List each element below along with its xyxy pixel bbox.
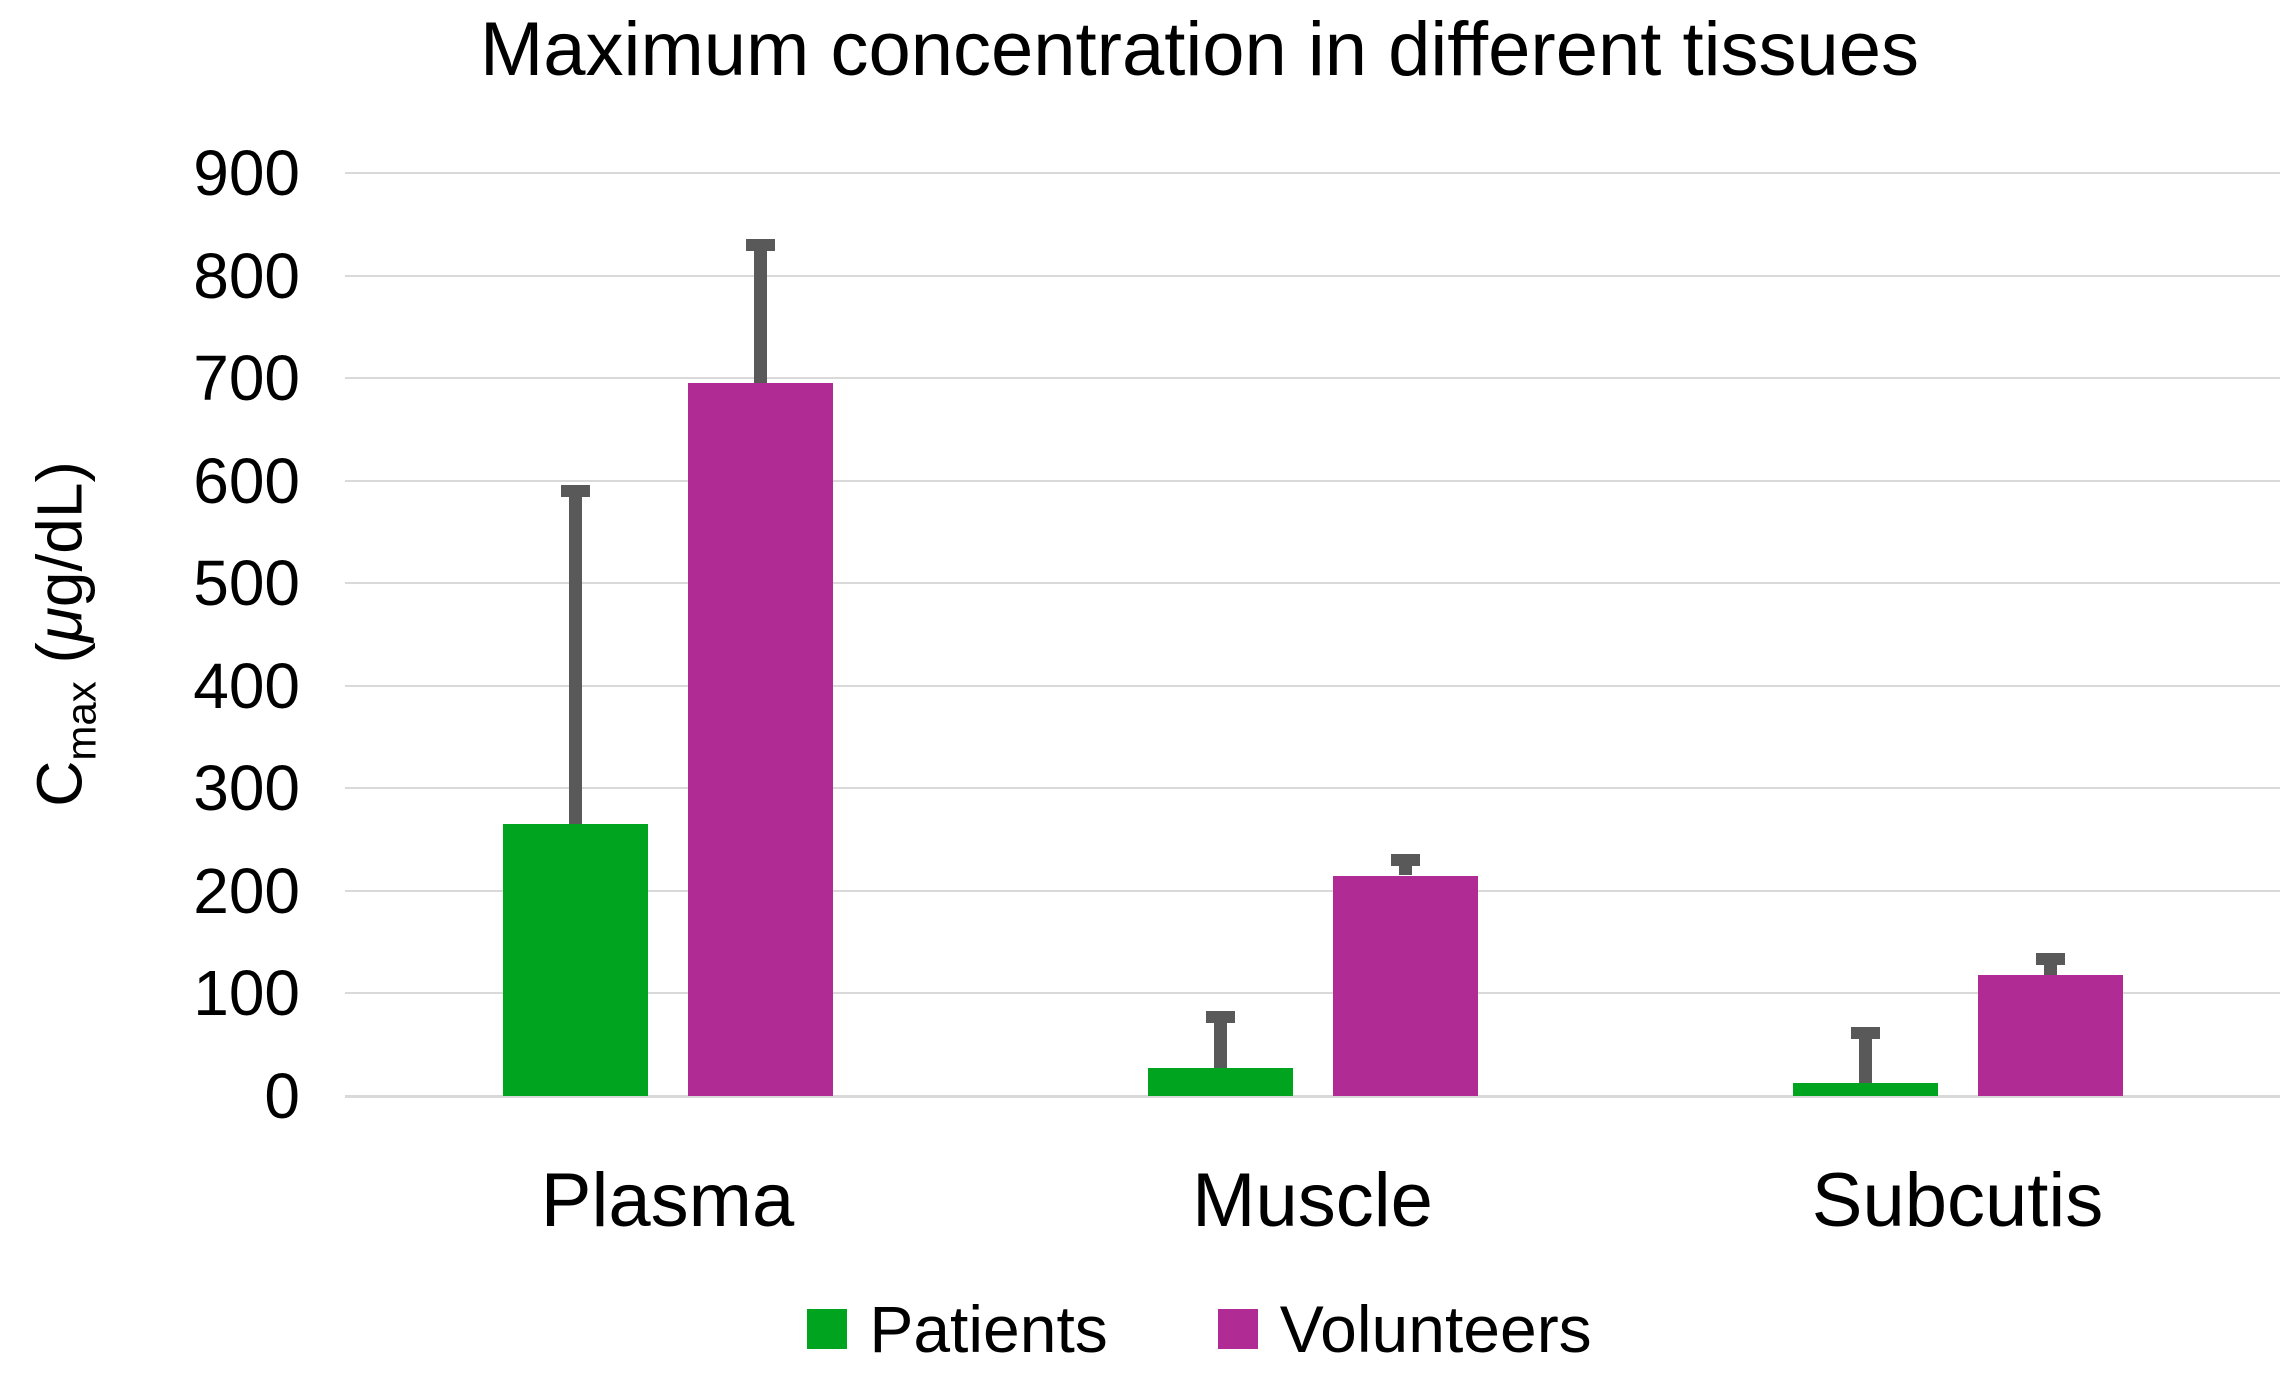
gridline [345, 889, 2280, 892]
gridline [345, 992, 2280, 995]
error-bar-cap [1850, 1027, 1880, 1040]
chart-title: Maximum concentration in different tissu… [479, 7, 1920, 92]
error-bar-cap [1205, 1011, 1235, 1024]
gridline [345, 1095, 2280, 1098]
legend: Patients Volunteers [110, 1296, 2289, 1362]
bar-patients-muscle [1147, 1068, 1293, 1096]
error-bar-stem [1213, 1017, 1227, 1069]
bar-patients-subcutis [1792, 1082, 1938, 1096]
gridline [345, 172, 2280, 174]
error-bar-stem [568, 490, 582, 825]
legend-label: Patients [869, 1292, 1108, 1366]
legend-swatch-volunteers [1217, 1309, 1258, 1349]
gridline [345, 274, 2280, 277]
gridline [345, 787, 2280, 790]
y-tick-label: 600 [193, 444, 300, 517]
error-bar-stem [753, 244, 767, 384]
y-tick-label: 400 [193, 649, 300, 722]
error-bar-cap [560, 484, 590, 497]
gridline [345, 479, 2280, 482]
bar-patients-plasma [502, 824, 648, 1096]
legend-item-volunteers: Volunteers [1217, 1292, 1592, 1366]
legend-label: Volunteers [1279, 1292, 1592, 1366]
y-tick-label: 700 [193, 342, 300, 415]
legend-item-patients: Patients [807, 1292, 1108, 1366]
y-tick-label: 900 [193, 137, 300, 209]
y-tick-label: 800 [193, 239, 300, 312]
y-tick-label: 200 [193, 854, 300, 927]
x-category-label: Subcutis [1811, 1158, 2104, 1243]
y-tick-label: 100 [193, 957, 300, 1030]
y-tick-label: 500 [193, 547, 300, 620]
gridline [345, 684, 2280, 687]
legend-swatch-patients [807, 1309, 848, 1349]
x-category-label: Muscle [1192, 1158, 1433, 1243]
error-bar-cap [745, 238, 775, 251]
x-category-label: Plasma [540, 1158, 795, 1243]
y-tick-label: 0 [264, 1060, 300, 1132]
gridline [345, 582, 2280, 585]
gridline [345, 377, 2280, 380]
error-bar-cap [1390, 854, 1420, 867]
bar-volunteers-muscle [1332, 875, 1478, 1096]
error-bar-stem [1858, 1033, 1872, 1083]
bar-volunteers-subcutis [1977, 974, 2123, 1096]
y-tick-label: 300 [193, 752, 300, 825]
bar-volunteers-plasma [687, 383, 833, 1096]
error-bar-cap [2035, 952, 2065, 965]
